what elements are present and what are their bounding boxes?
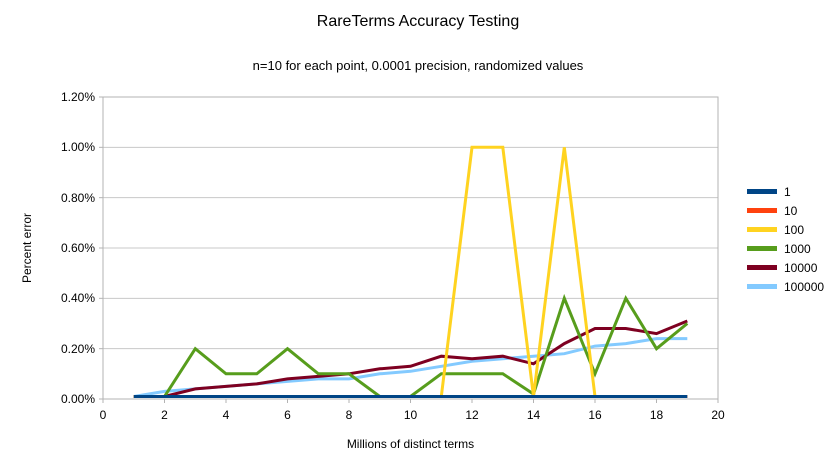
y-tick-label: 0.20% — [60, 341, 95, 356]
y-tick-label: 0.60% — [60, 241, 95, 255]
legend-item: 1 — [747, 182, 824, 201]
x-tick-label: 18 — [649, 408, 664, 422]
legend-label: 100 — [784, 222, 805, 237]
x-tick-label: 10 — [403, 408, 418, 422]
series-line-10000 — [133, 319, 688, 398]
y-tick-label: 1.20% — [60, 90, 95, 104]
legend-item: 100000 — [747, 277, 824, 296]
x-tick-label: 16 — [588, 408, 602, 422]
x-tick-label: 14 — [526, 408, 541, 422]
legend-item: 100 — [747, 220, 824, 239]
x-tick-label: 4 — [222, 408, 230, 422]
legend-label: 1000 — [784, 241, 811, 256]
x-tick-label: 6 — [284, 408, 291, 422]
legend-label: 10000 — [784, 260, 818, 275]
legend-swatch — [747, 265, 777, 270]
chart-subtitle: n=10 for each point, 0.0001 precision, r… — [252, 58, 584, 73]
series-line-1000 — [133, 293, 689, 398]
legend-item: 1000 — [747, 239, 824, 258]
x-tick-label: 8 — [345, 408, 353, 422]
legend-item: 10000 — [747, 258, 824, 277]
legend: 1 10 100 1000 10000 100000 — [747, 182, 824, 296]
legend-item: 10 — [747, 201, 824, 220]
chart-title: RareTerms Accuracy Testing — [316, 13, 520, 30]
y-axis-title: Percent error — [20, 212, 34, 284]
x-tick-label: 0 — [99, 408, 107, 422]
y-tick-label: 0.40% — [60, 291, 95, 306]
y-tick-label: 0.00% — [60, 392, 95, 406]
y-tick-label: 0.80% — [60, 190, 95, 205]
legend-label: 10 — [784, 203, 798, 218]
legend-swatch — [747, 189, 777, 194]
x-tick-label: 2 — [161, 408, 168, 422]
legend-swatch — [747, 227, 777, 232]
series-line-100 — [133, 145, 688, 398]
legend-swatch — [747, 246, 777, 251]
x-axis-title: Millions of distinct terms — [346, 437, 475, 451]
legend-label: 100000 — [784, 279, 825, 294]
legend-swatch — [747, 208, 777, 213]
legend-swatch — [747, 284, 777, 289]
x-tick-label: 12 — [465, 408, 479, 422]
y-tick-label: 1.00% — [60, 140, 95, 155]
legend-label: 1 — [784, 184, 791, 199]
x-tick-label: 20 — [711, 408, 725, 422]
